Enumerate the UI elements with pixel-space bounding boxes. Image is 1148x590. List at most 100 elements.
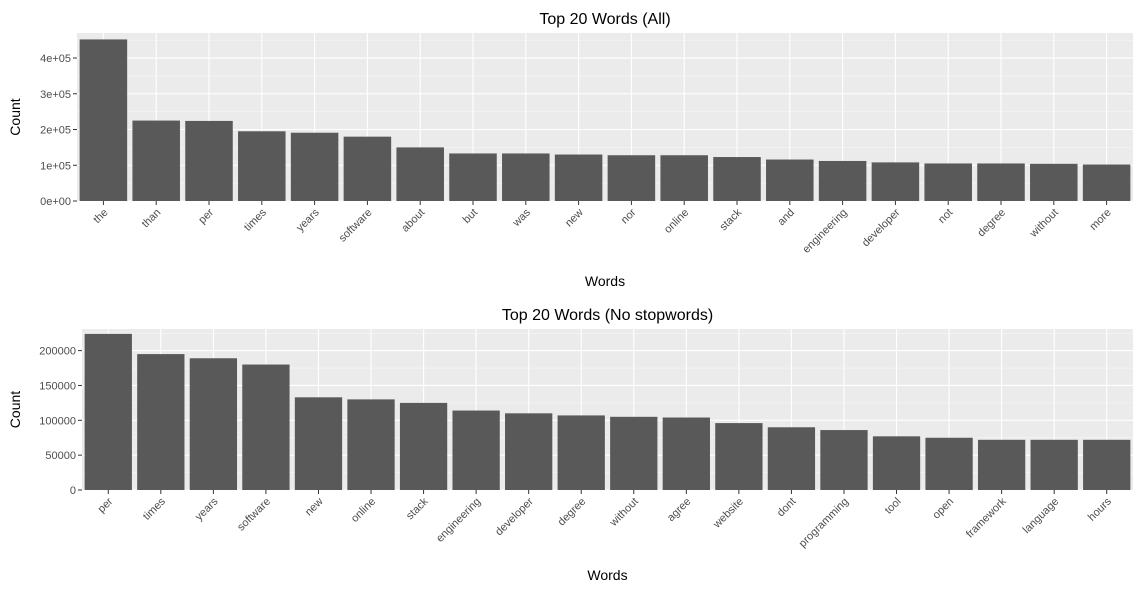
chart-2-bar xyxy=(715,423,763,490)
chart-1-xtick-label: not xyxy=(936,207,955,226)
chart-1-xtick-label: more xyxy=(1088,207,1114,233)
chart-2-xtick-label: new xyxy=(303,496,326,519)
chart-2-bar xyxy=(557,415,605,490)
chart-2-xtick-label: without xyxy=(607,496,641,530)
chart-1-bar xyxy=(1030,163,1078,201)
chart-2-xtick-label: degree xyxy=(556,496,589,529)
chart-1-bar xyxy=(449,153,497,201)
chart-1-bar xyxy=(1082,164,1131,201)
chart-2-xtick-label: developer xyxy=(493,495,536,538)
chart-2-xtick-label: years xyxy=(193,495,221,523)
chart-1-xtick-label: was xyxy=(510,206,533,229)
chart-1-title: Top 20 Words (All) xyxy=(539,11,670,28)
chart-1-bar xyxy=(238,131,286,201)
chart-2-title: Top 20 Words (No stopwords) xyxy=(502,307,713,324)
chart-2-y-axis-label: Count xyxy=(7,391,23,428)
chart-1-xtick-label: years xyxy=(294,206,322,234)
chart-1-xtick-label: the xyxy=(91,207,110,226)
chart-1-xtick-label: than xyxy=(140,207,164,231)
chart-2-x-axis-label: Words xyxy=(587,567,627,583)
chart-2-ytick-label: 100000 xyxy=(39,415,76,427)
chart-2-bar xyxy=(1083,439,1131,490)
chart-2-xtick-label: agree xyxy=(665,496,693,524)
chart-1-bar xyxy=(554,154,603,201)
chart-2-xtick-label: stack xyxy=(404,495,431,522)
chart-2-ytick-label: 0 xyxy=(70,485,76,497)
chart-2-xtick-label: engineering xyxy=(434,496,483,545)
chart-1-bar xyxy=(396,147,444,201)
chart-1-bar xyxy=(290,132,339,201)
chart-1-ytick-label: 1e+05 xyxy=(40,160,71,172)
chart-2-bar xyxy=(189,358,238,490)
chart-2-ytick-label: 150000 xyxy=(39,380,76,392)
chart-1: 0e+00 1e+05 2e+05 3e+05 4e+05 the than per times… xyxy=(7,11,1133,289)
chart-1-bar xyxy=(660,155,708,201)
chart-2-bar xyxy=(452,410,500,490)
chart-2-xtick-label: hours xyxy=(1086,495,1114,523)
chart-1-bar xyxy=(871,162,920,201)
chart-2-xtick-label: website xyxy=(710,496,746,532)
chart-1-ytick-label: 0e+00 xyxy=(40,196,71,208)
chart-2-xtick-label: open xyxy=(930,496,956,522)
chart-1-xtick-label: software xyxy=(337,207,375,245)
chart-1-xtick-label: times xyxy=(242,206,269,233)
chart-2-bar xyxy=(767,427,816,490)
chart-2-bar xyxy=(399,402,448,490)
chart-1-xtick-label: per xyxy=(196,206,216,226)
chart-2-bar xyxy=(610,416,658,490)
chart-1-bar xyxy=(607,155,656,201)
chart-1-bar xyxy=(766,159,814,201)
chart-1-xtick-label: and xyxy=(775,207,796,228)
chart-1-bar xyxy=(185,120,233,201)
chart-2-ytick-label: 50000 xyxy=(45,450,76,462)
chart-1-xtick-label: without xyxy=(1027,207,1061,241)
chart-1-xtick-label: online xyxy=(662,207,691,236)
chart-2-bar xyxy=(347,399,395,490)
chart-1-y-axis-label: Count xyxy=(7,98,23,135)
chart-1-xtick-label: nor xyxy=(619,206,639,226)
chart-2-bar xyxy=(820,430,868,490)
chart-1-xtick-label: engineering xyxy=(801,207,850,256)
chart-2-bar xyxy=(977,439,1026,490)
chart-1-bar xyxy=(343,136,392,201)
chart-2-xtick-label: dont xyxy=(775,496,799,520)
chart-1-xtick-label: new xyxy=(563,207,586,230)
chart-1-bar xyxy=(79,39,128,201)
chart-2-bar xyxy=(137,354,185,490)
chart-2-bar xyxy=(662,417,710,490)
chart-1-xtick-label: degree xyxy=(975,207,1008,240)
chart-1-ytick-label: 4e+05 xyxy=(40,53,71,65)
chart-2-xtick-label: framework xyxy=(964,495,1009,540)
chart-2-bar xyxy=(505,413,553,490)
chart-2-bar xyxy=(294,397,343,490)
chart-1-bar xyxy=(132,120,180,201)
chart-2-bar xyxy=(1030,439,1078,490)
chart-1-xtick-label: stack xyxy=(717,206,744,233)
chart-2-ytick-label: 200000 xyxy=(39,346,76,358)
chart-1-xtick-label: but xyxy=(461,207,480,226)
chart-2-xtick-label: language xyxy=(1021,496,1062,537)
chart-2-bar xyxy=(242,364,290,490)
chart-1-bar xyxy=(818,160,867,201)
chart-2-panel xyxy=(82,329,1133,490)
chart-2-bar xyxy=(925,437,973,490)
chart-1-bar xyxy=(713,157,761,201)
chart-2-xtick-label: per xyxy=(96,495,116,515)
chart-1-ytick-label: 3e+05 xyxy=(40,89,71,101)
chart-1-ytick-label: 2e+05 xyxy=(40,125,71,137)
chart-2: 0 50000 100000 150000 200000 per times years sof… xyxy=(7,307,1133,583)
chart-2-xtick-label: software xyxy=(235,496,273,534)
chart-1-xtick-label: developer xyxy=(860,206,903,249)
chart-2-bar xyxy=(872,436,921,490)
chart-1-x-axis-label: Words xyxy=(585,273,625,289)
chart-1-xtick-label: about xyxy=(399,207,427,235)
chart-2-xtick-label: programming xyxy=(797,496,851,550)
chart-1-bar xyxy=(502,153,550,201)
chart-1-bar xyxy=(977,163,1025,201)
chart-1-bar xyxy=(924,163,972,201)
chart-2-xtick-label: times xyxy=(141,495,168,522)
chart-2-bar xyxy=(84,333,132,490)
chart-2-xtick-label: tool xyxy=(883,496,904,517)
chart-2-xtick-label: online xyxy=(349,496,378,525)
